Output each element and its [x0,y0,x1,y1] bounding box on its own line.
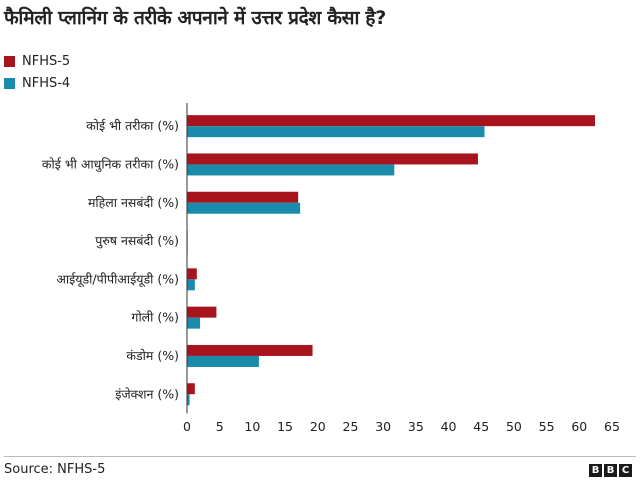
category-label: कोई भी आधुनिक तरीका (%) [42,156,179,172]
category-label: गोली (%) [131,310,179,325]
x-tick-label: 50 [506,419,522,434]
bar-nfhs-4 [187,202,301,214]
x-tick-label: 45 [473,419,489,434]
x-tick-label: 35 [408,419,424,434]
legend-swatch-nfhs4 [4,77,15,89]
bbc-logo-letter: B [604,464,617,477]
bar-nfhs-4 [187,355,259,367]
x-tick-label: 5 [216,419,224,434]
x-tick-label: 20 [310,419,326,434]
category-label: इंजेक्शन (%) [115,386,179,401]
x-tick-label: 10 [244,419,260,434]
legend-label-nfhs5: NFHS-5 [22,53,71,69]
bar-nfhs-5 [187,383,195,395]
legend-label-nfhs4: NFHS-4 [22,75,71,91]
bbc-logo: B B C [589,464,632,477]
x-tick-label: 30 [375,419,391,434]
x-tick-label: 60 [571,419,587,434]
bar-nfhs-5 [187,115,595,127]
legend-item-nfhs5: NFHS-5 [4,50,70,72]
bar-nfhs-4 [187,164,395,176]
x-tick-label: 15 [277,419,293,434]
bar-nfhs-5 [187,344,313,356]
bar-nfhs-5 [187,268,197,280]
bar-nfhs-5 [187,153,478,165]
chart-title: फैमिली प्लानिंग के तरीके अपनाने में उत्त… [4,7,386,29]
x-tick-label: 0 [183,419,191,434]
bar-nfhs-4 [187,126,485,138]
bar-nfhs-4 [187,317,201,329]
category-label: कोई भी तरीका (%) [86,118,179,133]
x-tick-label: 65 [604,419,620,434]
category-label: आईयूडी/पीपीआईयूडी (%) [56,271,179,287]
bar-nfhs-5 [187,306,217,318]
footer-divider [4,456,636,457]
x-tick-label: 40 [441,419,457,434]
x-tick-label: 55 [539,419,555,434]
bar-nfhs-5 [187,191,299,203]
bbc-logo-letter: C [619,464,632,477]
bar-nfhs-4 [187,394,190,406]
legend-swatch-nfhs5 [4,55,15,67]
bar-nfhs-4 [187,279,195,291]
bbc-logo-letter: B [589,464,602,477]
category-label: पुरुष नसबंदी (%) [95,233,179,249]
bar-chart: कोई भी तरीका (%) कोई भी आधुनिक तरीका (%) म… [42,103,620,434]
legend: NFHS-5 NFHS-4 [4,50,70,94]
x-tick-label: 25 [343,419,359,434]
source-text: Source: NFHS-5 [4,462,106,477]
legend-item-nfhs4: NFHS-4 [4,72,70,94]
category-label: कंडोम (%) [126,348,179,363]
category-label: महिला नसबंदी (%) [88,195,179,210]
